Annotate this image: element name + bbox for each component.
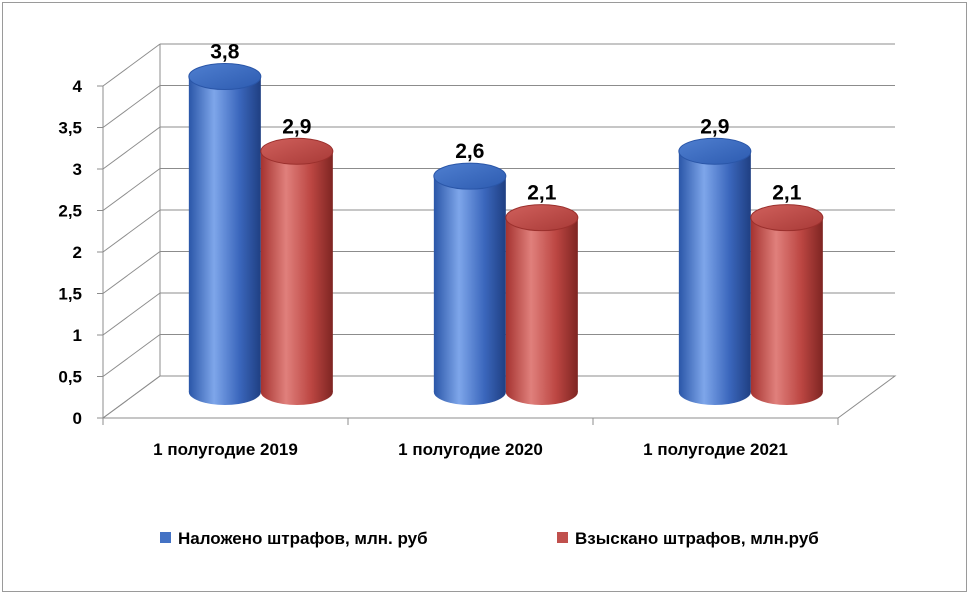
- y-tick-label: 4: [73, 77, 83, 96]
- legend-swatch: [557, 532, 568, 543]
- bar-body: [188, 76, 261, 392]
- data-label: 2,1: [527, 182, 557, 205]
- gridline-side: [102, 251, 161, 294]
- data-label: 2,6: [455, 140, 484, 163]
- y-tick-label: 1: [73, 326, 82, 345]
- bar: [678, 137, 752, 405]
- gridline-side: [102, 43, 161, 87]
- y-axis: 0 0,5 1 1,5 2 2,5 3 3,5 4: [58, 77, 104, 428]
- gridline-side: [102, 334, 161, 377]
- bar: [505, 204, 579, 405]
- y-tick-label: 1,5: [58, 285, 82, 304]
- data-label: 3,8: [210, 41, 240, 64]
- legend: Наложено штрафов, млн. руб Взыскано штраф…: [160, 529, 819, 548]
- gridline-side: [102, 292, 161, 336]
- data-label: 2,9: [700, 115, 729, 138]
- bar: [433, 162, 507, 405]
- bar: [188, 63, 262, 405]
- x-tick-label: 1 полугодие 2020: [398, 440, 543, 459]
- bar-body: [750, 217, 823, 392]
- bar-body: [678, 151, 751, 392]
- bar-top: [750, 204, 824, 232]
- y-tick-label: 2: [73, 243, 82, 262]
- legend-item: Наложено штрафов, млн. руб: [160, 529, 428, 548]
- y-tick-label: 3: [73, 160, 82, 179]
- gridline-side: [102, 209, 161, 253]
- bars: [188, 63, 824, 405]
- legend-label: Наложено штрафов, млн. руб: [178, 529, 428, 548]
- data-label: 2,9: [282, 115, 311, 138]
- bar-top: [433, 162, 507, 190]
- y-tick-label: 3,5: [58, 119, 82, 138]
- bar-body: [505, 217, 578, 392]
- gridline-side: [102, 126, 161, 170]
- y-tick-label: 0,5: [58, 368, 82, 387]
- bar-top: [260, 137, 334, 165]
- legend-swatch: [160, 532, 171, 543]
- bar-top: [678, 137, 752, 165]
- y-tick-label: 0: [73, 409, 82, 428]
- legend-item: Взыскано штрафов, млн.руб: [557, 529, 819, 548]
- x-tick-label: 1 полугодие 2021: [643, 440, 788, 459]
- bar: [260, 137, 334, 405]
- x-tick-label: 1 полугодие 2019: [153, 440, 298, 459]
- gridline-side: [102, 85, 161, 128]
- bar-top: [505, 204, 579, 232]
- x-axis: 1 полугодие 2019 1 полугодие 2020 1 полуго…: [102, 418, 839, 459]
- bar-body: [433, 176, 506, 392]
- legend-label: Взыскано штрафов, млн.руб: [575, 529, 819, 548]
- data-labels: 3,8 2,6 2,9 2,9 2,1 2,1: [210, 41, 802, 205]
- bar: [750, 204, 824, 405]
- bar-body: [260, 151, 333, 392]
- y-tick-label: 2,5: [58, 202, 82, 221]
- bar-top: [188, 63, 262, 91]
- gridline-side: [102, 168, 161, 211]
- data-label: 2,1: [772, 182, 802, 205]
